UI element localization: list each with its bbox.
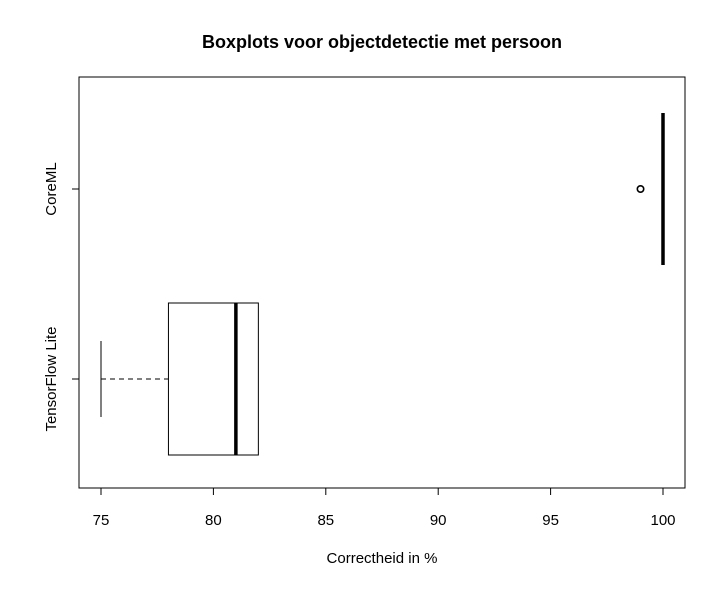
x-axis: 75 80 85 90 95 100 [93, 487, 676, 529]
x-tick-label: 75 [93, 512, 110, 529]
chart-title: Boxplots voor objectdetectie met persoon [202, 32, 562, 52]
x-tick-label: 80 [205, 512, 222, 529]
box-iqr [167, 302, 259, 456]
x-axis-title: Correctheid in % [327, 550, 438, 567]
x-tick-label: 95 [542, 512, 559, 529]
y-tick-label: TensorFlow Lite [43, 326, 60, 431]
outlier-point [636, 185, 645, 194]
box-series-group [100, 113, 665, 456]
box-tensorflow-lite [100, 302, 259, 456]
x-tick-label: 100 [650, 512, 675, 529]
box-coreml [636, 113, 665, 265]
y-tick-label: CoreML [43, 162, 60, 215]
y-axis: TensorFlow Lite CoreML [43, 162, 80, 432]
x-tick-label: 85 [317, 512, 334, 529]
x-tick-label: 90 [430, 512, 447, 529]
